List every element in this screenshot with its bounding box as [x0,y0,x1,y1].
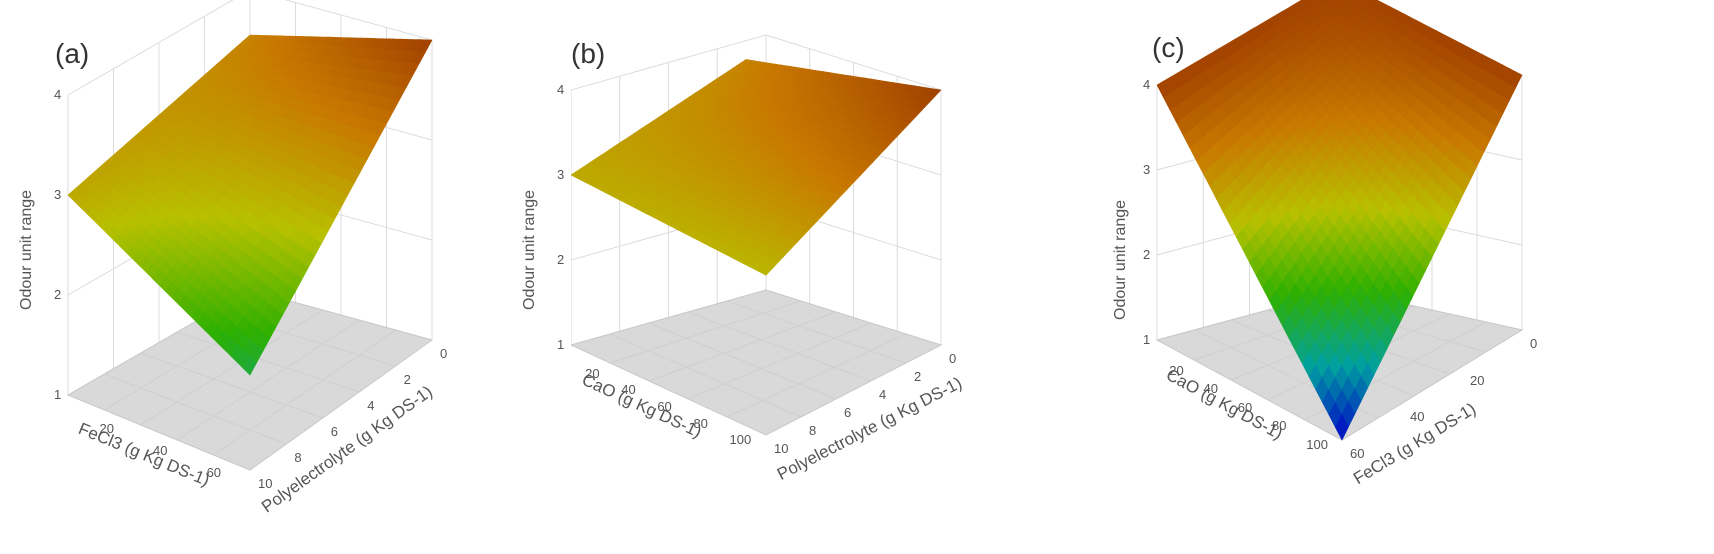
right-axis-tick-label: 6 [330,424,339,439]
right-axis-tick-label: 4 [367,398,375,413]
left-axis-tick-label: 80 [693,415,708,431]
panel-c: (c) Odour unit range 1 2 3 4 20 40 60 80 100 60 40… [1112,0,1713,554]
response-surface [67,34,433,376]
left-axis-tick-label: 20 [585,365,600,381]
z-axis-label-c: Odour unit range [1112,199,1129,320]
left-axis-tick-label: 100 [1306,436,1328,452]
surface-plot-b [571,34,943,436]
z-tick-label: 3 [1143,162,1151,177]
left-axis-tick-label: 60 [657,399,672,414]
panel-label-a: (a) [55,38,90,69]
left-axis-tick-label: 40 [153,443,168,459]
z-tick-label: 2 [557,252,565,267]
left-axis-tick-label: 60 [206,465,222,481]
z-tick-label: 4 [54,87,62,102]
z-tick-label: 2 [1143,247,1151,262]
right-axis-tick-label: 0 [440,346,448,361]
panel-label-c: (c) [1152,32,1185,63]
right-axis-tick-label: 8 [809,423,817,438]
z-tick-label: 3 [557,167,565,182]
right-axis-tick-label: 10 [774,441,789,456]
z-tick-label: 1 [557,337,565,352]
left-axis-tick-label: 100 [729,432,752,448]
right-axis-tick-label: 2 [403,372,411,387]
left-axis-tick-label: 80 [1272,418,1287,434]
right-axis-tick-label: 2 [914,369,922,384]
right-axis-tick-label: 0 [1530,336,1538,351]
z-axis-label-a: Odour unit range [18,189,35,310]
right-axis-tick-label: 20 [1470,372,1485,388]
right-axis-tick-label: 60 [1350,446,1365,461]
z-tick-label: 3 [54,187,62,202]
floor-plane [571,289,943,436]
right-axis-tick-label: 40 [1410,409,1425,425]
panel-b: (b) Odour unit range 1 2 3 4 20 40 60 80 100 10 8 6… [521,0,1142,554]
left-axis-tick-label: 40 [1203,381,1218,397]
response-surface [1156,0,1523,441]
right-axis-tick-label: 0 [949,351,957,366]
surface-plot-c [1155,0,1524,441]
z-tick-label: 1 [1143,332,1151,347]
floor-plane [66,289,434,471]
right-axis-tick-label: 10 [258,476,273,491]
z-tick-label: 2 [54,287,62,302]
left-axis-tick-label: 40 [621,382,636,398]
left-axis-tick-label: 60 [1237,399,1253,415]
panel-a: (a) Odour unit range 1 2 3 4 20 40 60 10 8 6 4 2 0 Fe… [0,0,571,554]
right-axis-tick-label: 4 [879,387,887,402]
z-tick-label: 4 [557,82,565,97]
right-axis-tick-label: 6 [844,405,852,420]
z-axis-label-b: Odour unit range [521,189,538,310]
z-tick-label: 4 [1143,77,1151,92]
response-surface [571,59,942,276]
right-axis-tick-label: 8 [294,450,302,465]
surface-plot-a [66,0,434,471]
left-axis-tick-label: 20 [99,421,114,437]
left-axis-tick-label: 20 [1169,362,1184,378]
panel-label-b: (b) [571,38,606,69]
z-tick-label: 1 [54,387,62,402]
